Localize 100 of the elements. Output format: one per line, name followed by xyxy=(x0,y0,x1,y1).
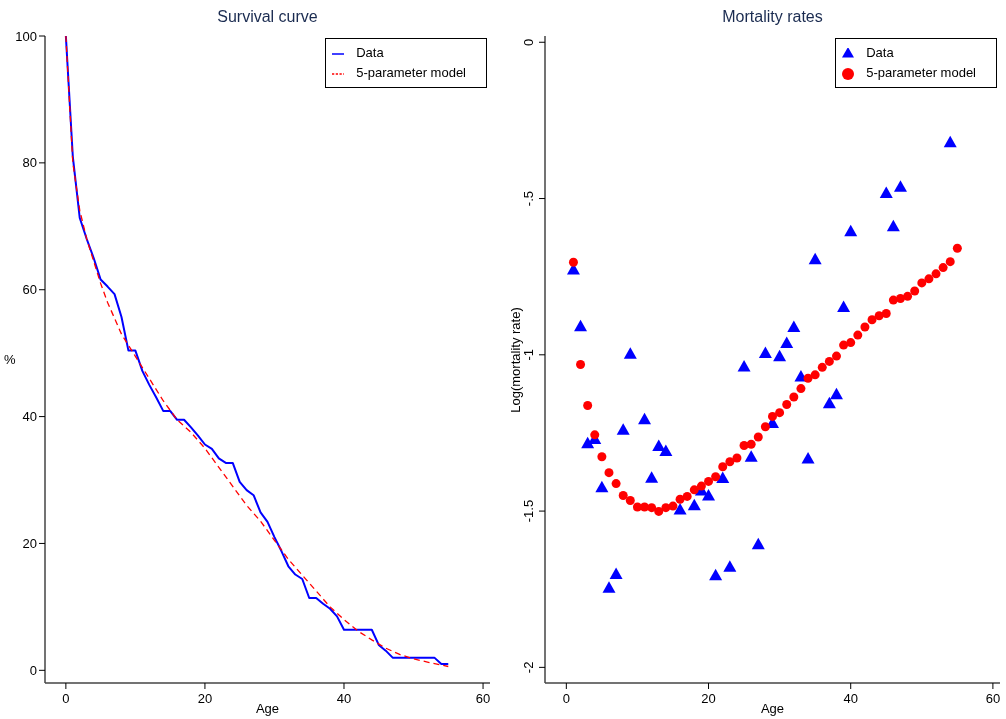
point xyxy=(758,346,772,358)
point xyxy=(789,392,799,402)
point xyxy=(568,257,578,267)
point xyxy=(952,243,962,253)
point xyxy=(803,373,813,383)
point xyxy=(773,349,787,362)
point xyxy=(704,476,714,486)
point xyxy=(893,180,907,192)
point xyxy=(654,506,664,516)
point xyxy=(689,485,699,495)
x-tick-label: 20 xyxy=(701,691,716,706)
point xyxy=(822,396,836,409)
point xyxy=(625,495,635,505)
point xyxy=(583,400,593,410)
x-axis-title: Age xyxy=(255,701,280,716)
y-tick-label: 40 xyxy=(22,409,37,425)
point xyxy=(709,568,723,581)
point xyxy=(801,452,815,464)
point xyxy=(744,450,758,462)
y-tick-label: -1.5 xyxy=(521,499,536,523)
point xyxy=(718,462,728,472)
point xyxy=(616,423,630,435)
legend-label: Data xyxy=(866,45,894,60)
point xyxy=(574,319,588,332)
point xyxy=(829,387,843,400)
point xyxy=(732,453,742,463)
point xyxy=(611,479,621,489)
x-tick-label: 20 xyxy=(197,691,213,706)
point xyxy=(846,338,856,348)
point xyxy=(604,468,614,478)
point xyxy=(817,362,827,372)
point xyxy=(753,432,763,442)
x-tick-label: 0 xyxy=(62,691,70,706)
point xyxy=(696,481,706,491)
y-tick-label: 80 xyxy=(22,155,37,171)
point xyxy=(711,472,721,482)
point xyxy=(687,498,701,511)
point xyxy=(723,560,737,572)
point xyxy=(702,488,716,501)
y-axis-title: % xyxy=(4,351,16,367)
chart-title: Mortality rates xyxy=(721,8,824,26)
point xyxy=(938,263,948,273)
point xyxy=(751,537,765,550)
point xyxy=(782,400,792,410)
point xyxy=(867,315,877,325)
point xyxy=(682,491,692,501)
point xyxy=(886,219,900,232)
x-tick-label: 60 xyxy=(475,691,491,706)
point xyxy=(895,294,905,304)
point xyxy=(638,412,652,425)
point xyxy=(595,480,609,493)
point xyxy=(661,503,671,513)
point xyxy=(910,286,920,296)
y-tick-label: 0 xyxy=(29,662,37,678)
point xyxy=(716,471,730,483)
point xyxy=(831,351,841,361)
y-tick-label: -1 xyxy=(521,349,536,361)
point xyxy=(903,291,913,301)
legend-label: Data xyxy=(356,45,384,60)
point xyxy=(787,320,801,332)
point xyxy=(943,135,957,148)
legend-label: 5-parameter model xyxy=(866,65,976,80)
point xyxy=(609,567,623,579)
point xyxy=(618,490,628,500)
point xyxy=(853,330,863,340)
point xyxy=(768,411,777,421)
chart-title: Survival curve xyxy=(216,8,319,26)
point xyxy=(879,186,893,198)
point xyxy=(760,422,770,432)
point xyxy=(924,274,934,284)
point xyxy=(590,430,600,440)
point xyxy=(881,309,891,319)
y-tick-label: 0 xyxy=(521,38,536,46)
y-tick-label: -.5 xyxy=(521,190,536,207)
point xyxy=(824,356,834,366)
y-tick-label: 60 xyxy=(22,282,37,298)
x-tick-label: 40 xyxy=(843,691,858,706)
point xyxy=(652,439,666,452)
point xyxy=(796,384,806,394)
point xyxy=(668,501,678,511)
point xyxy=(623,347,637,359)
point xyxy=(917,278,927,288)
point xyxy=(645,471,659,483)
point xyxy=(576,360,586,369)
point xyxy=(931,269,941,279)
point xyxy=(810,370,820,380)
x-tick-label: 0 xyxy=(562,691,570,706)
point xyxy=(837,300,851,312)
point xyxy=(673,503,687,515)
point xyxy=(775,408,785,418)
x-axis-title: Age xyxy=(760,701,785,716)
point xyxy=(659,444,673,457)
point xyxy=(725,457,735,467)
y-tick-label: 100 xyxy=(15,28,37,44)
x-tick-label: 60 xyxy=(985,691,1001,706)
y-tick-label: -2 xyxy=(521,661,536,674)
point xyxy=(647,503,657,513)
point xyxy=(945,257,955,267)
point xyxy=(860,322,870,332)
point xyxy=(780,336,794,348)
